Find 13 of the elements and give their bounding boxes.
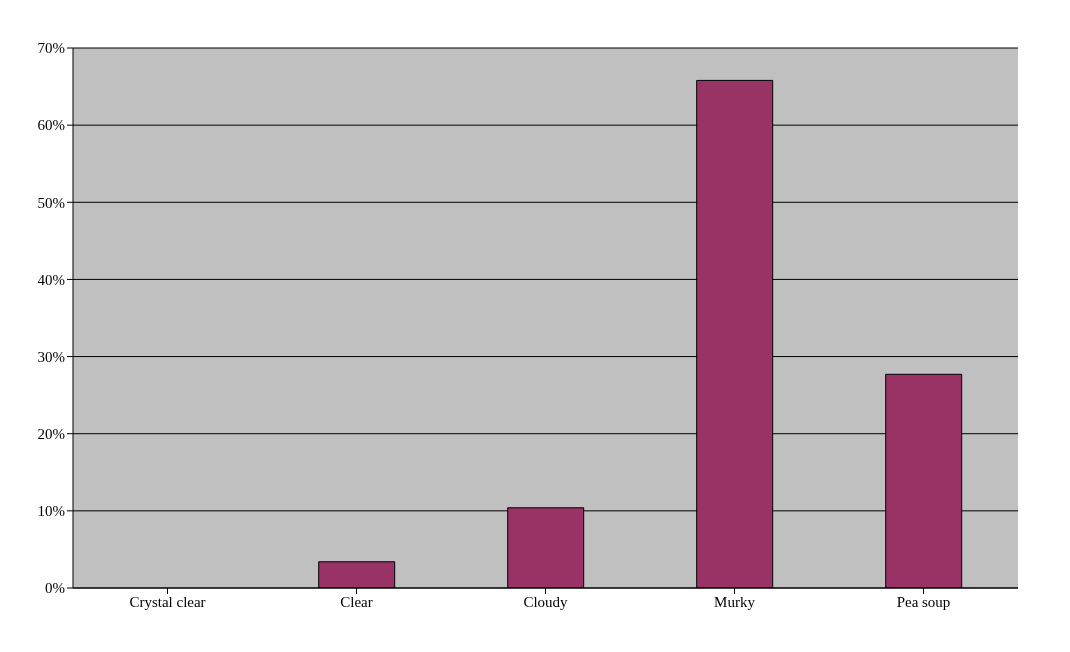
y-tick-label: 70% [37, 40, 65, 57]
x-tick-label: Pea soup [896, 593, 951, 610]
y-tick-label: 10% [37, 503, 65, 520]
x-tick-label: Cloudy [523, 593, 569, 610]
y-tick-label: 50% [37, 194, 65, 211]
y-tick-label: 40% [37, 271, 65, 288]
x-tick-label: Murky [714, 593, 756, 610]
y-tick-label: 30% [37, 348, 65, 365]
y-tick-label: 0% [45, 580, 65, 597]
x-tick-label: Clear [340, 593, 373, 610]
y-tick-label: 60% [37, 117, 65, 134]
y-tick-label: 20% [37, 426, 65, 443]
x-tick-label: Crystal clear [129, 593, 206, 610]
